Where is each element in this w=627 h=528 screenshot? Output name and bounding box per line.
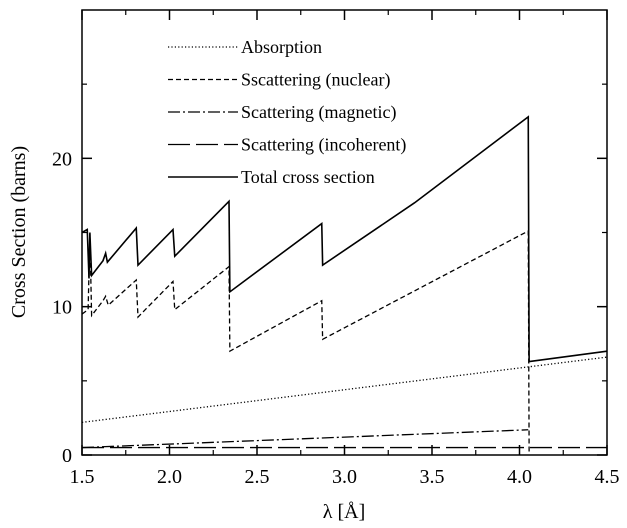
y-tick-label: 0 [62,445,72,467]
x-tick-label: 3.5 [420,466,445,488]
series-lines [81,115,608,456]
axis-ticks [81,10,608,456]
tick-labels: 1.5 2.0 2.5 3.0 3.5 4.0 4.5 0 10 20 [52,148,620,488]
legend-label-3: Scattering (magnetic) [241,102,396,123]
series-line-3 [81,429,529,449]
x-tick-label: 3.0 [332,466,357,488]
series-line-2 [81,229,530,456]
x-tick-label: 4.5 [595,466,620,488]
y-tick-label: 20 [52,148,72,170]
x-tick-label: 1.5 [70,466,95,488]
legend-label-1: Absorption [241,37,322,57]
legend-label-4: Scattering (incoherent) [241,135,406,156]
x-tick-label: 2.0 [157,466,182,488]
x-axis-label: λ [Å] [323,501,365,523]
legend: Absorption Sscattering (nuclear) Scatterin… [168,37,406,187]
y-tick-label: 10 [52,297,72,319]
legend-label-2: Sscattering (nuclear) [241,70,390,91]
legend-label-5: Total cross section [241,167,375,187]
y-axis-label: Cross Section (barns) [8,146,30,318]
x-tick-label: 2.5 [245,466,270,488]
series-line-5 [81,115,608,363]
x-tick-label: 4.0 [507,466,532,488]
